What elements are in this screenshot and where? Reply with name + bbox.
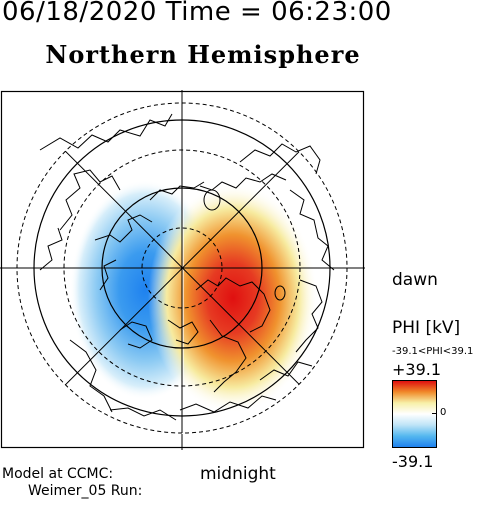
dawn-label: dawn <box>392 270 438 290</box>
colorbar-max-label: +39.1 <box>392 360 442 379</box>
colorbar-min-label: -39.1 <box>392 452 434 471</box>
model-label: Model at CCMC: <box>2 466 114 482</box>
colorbar-title: PHI [kV] <box>392 318 461 338</box>
hemisphere-title: Northern Hemisphere <box>45 40 361 69</box>
colorbar-zero-tick <box>432 413 437 414</box>
positive-cell <box>148 183 318 413</box>
midnight-label: midnight <box>200 464 276 484</box>
polar-map <box>0 90 365 450</box>
coastlines <box>39 113 335 421</box>
colorbar-zero-label: 0 <box>440 407 447 418</box>
colorbar <box>392 380 437 448</box>
colorbar-range: -39.1<PHI<39.1 <box>392 346 474 357</box>
timestamp-title: 06/18/2020 Time = 06:23:00 <box>2 0 392 27</box>
run-label: Weimer_05 Run: <box>28 483 143 499</box>
